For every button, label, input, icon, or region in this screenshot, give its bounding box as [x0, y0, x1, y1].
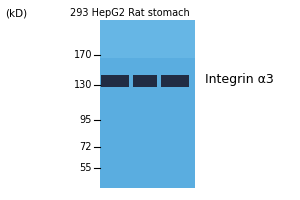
- Text: 55: 55: [80, 163, 92, 173]
- Text: 72: 72: [80, 142, 92, 152]
- Text: (kD): (kD): [5, 8, 27, 18]
- Bar: [101, 75, 129, 87]
- Bar: [133, 75, 157, 87]
- Bar: [100, 20, 195, 188]
- Text: 95: 95: [80, 115, 92, 125]
- Text: 130: 130: [74, 80, 92, 90]
- Text: Integrin α3: Integrin α3: [205, 73, 274, 86]
- Bar: [100, 20, 195, 58]
- Bar: [161, 75, 189, 87]
- Text: 170: 170: [74, 50, 92, 60]
- Text: 293 HepG2 Rat stomach: 293 HepG2 Rat stomach: [70, 8, 190, 18]
